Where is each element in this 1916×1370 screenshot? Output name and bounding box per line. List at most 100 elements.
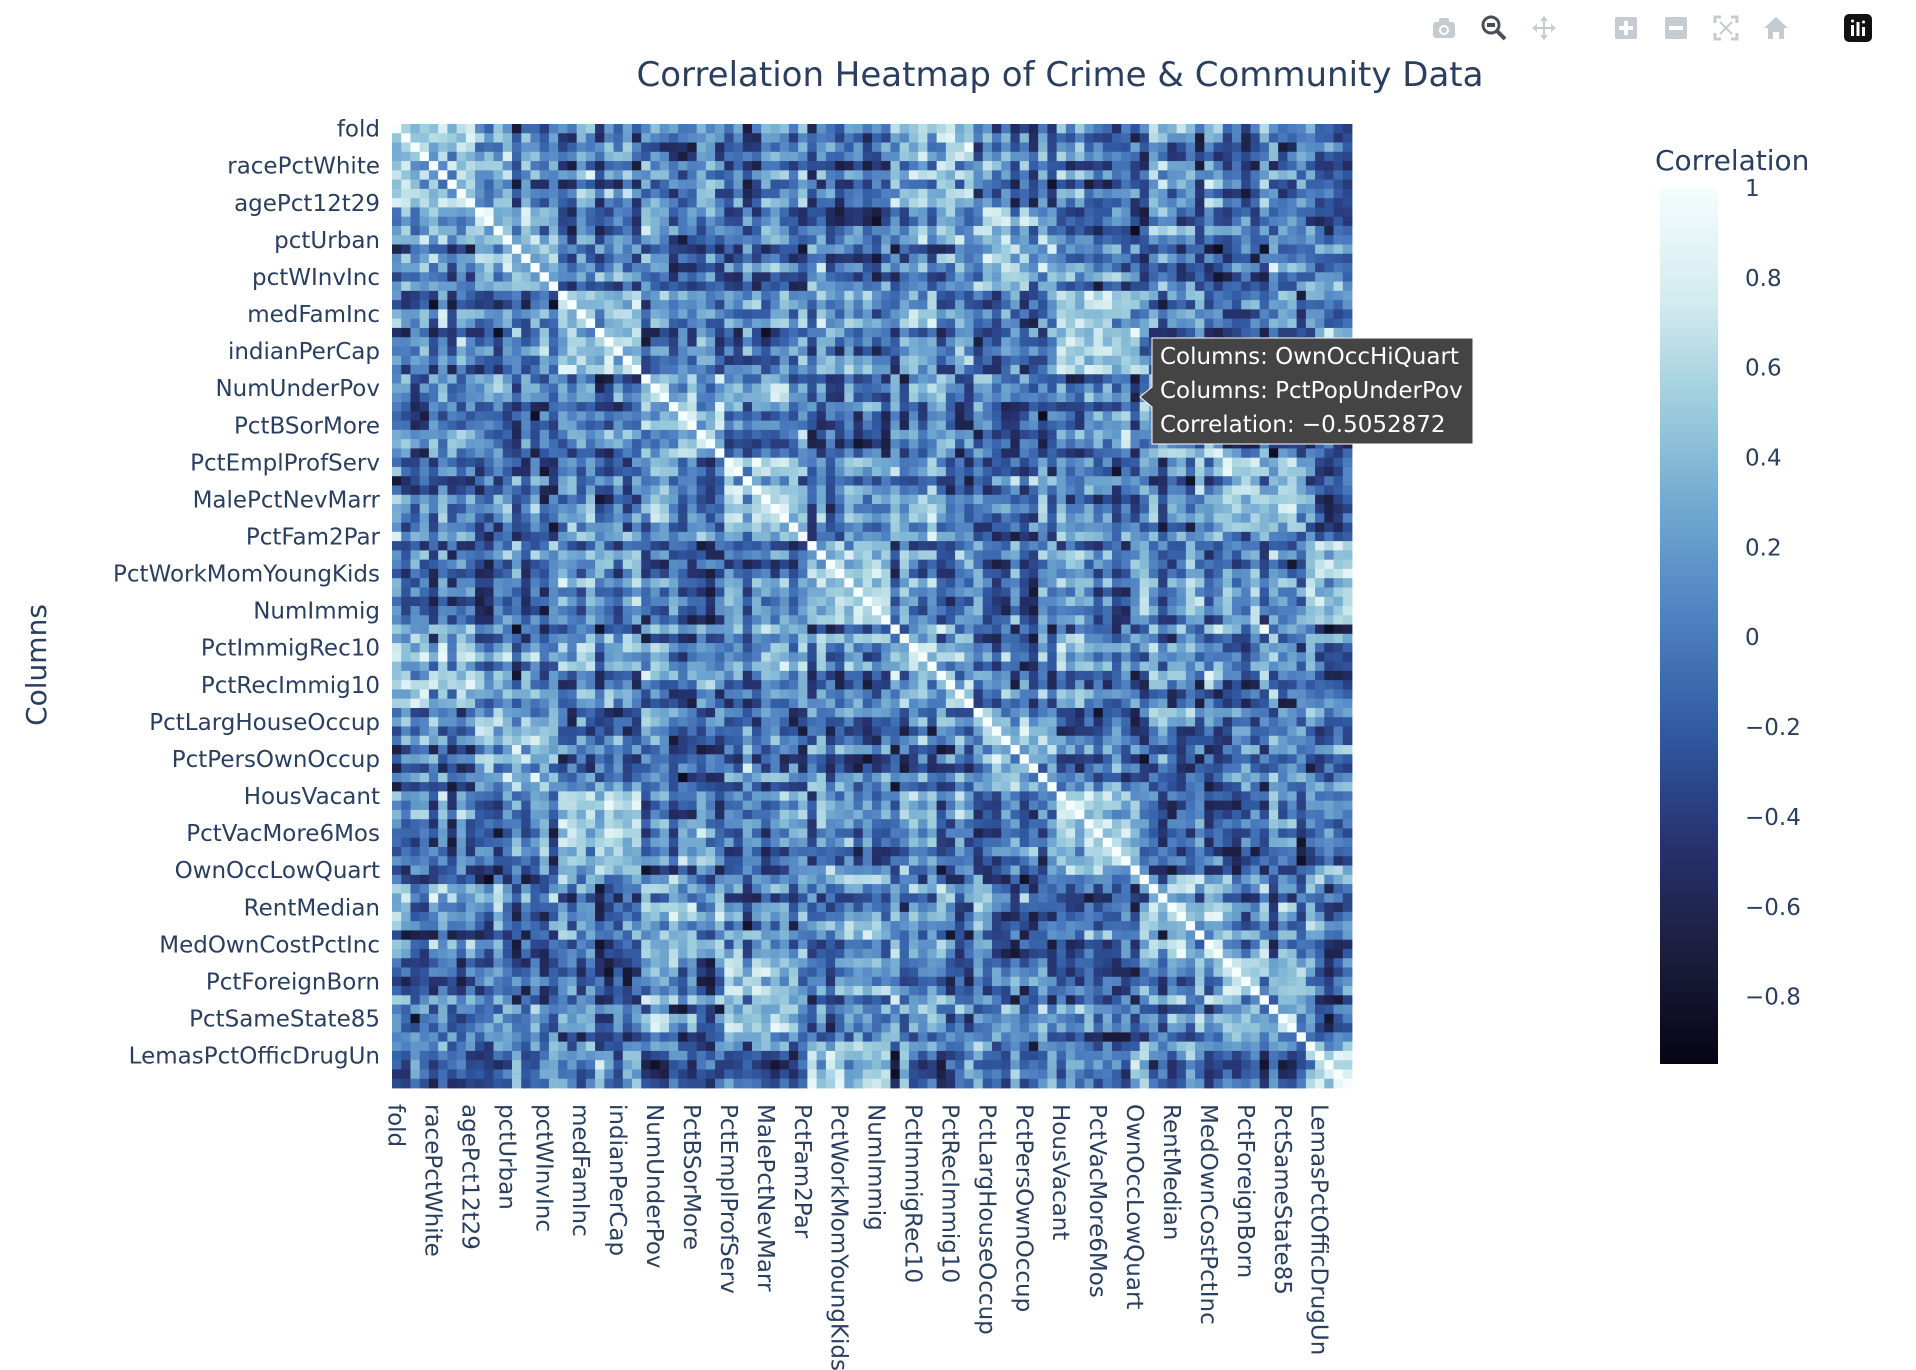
heatmap-cell	[419, 504, 430, 514]
heatmap-cell	[392, 559, 402, 570]
heatmap-cell	[1001, 383, 1011, 394]
heatmap-cell	[1315, 198, 1325, 208]
heatmap-cell	[1065, 513, 1076, 523]
heatmap-cell	[502, 300, 513, 310]
heatmap-cell	[1121, 281, 1131, 292]
zoom-out-icon[interactable]	[1658, 10, 1694, 46]
heatmap-cell	[825, 327, 836, 338]
heatmap-cell	[890, 402, 901, 412]
heatmap-cell	[1065, 541, 1076, 551]
heatmap-cell	[945, 318, 956, 329]
heatmap-cell	[475, 244, 485, 255]
heatmap-cell	[1305, 216, 1316, 227]
plotly-logo-icon[interactable]	[1840, 10, 1876, 46]
heatmap-cell	[548, 133, 559, 143]
heatmap-cell	[752, 429, 762, 440]
heatmap-cells[interactable]	[392, 124, 1353, 1089]
pan-icon[interactable]	[1526, 10, 1562, 46]
heatmap-cell	[1038, 485, 1048, 496]
heatmap-cell	[392, 365, 402, 375]
heatmap-cell	[678, 550, 688, 561]
heatmap-cell	[1287, 207, 1298, 218]
heatmap-cell	[678, 142, 688, 153]
heatmap-cell	[752, 513, 762, 523]
reset-axes-icon[interactable]	[1758, 10, 1794, 46]
heatmap-cell	[779, 457, 790, 468]
zoom-icon[interactable]	[1476, 10, 1512, 46]
heatmap-cell	[918, 429, 928, 440]
heatmap-cell	[862, 355, 873, 366]
heatmap-cell	[779, 392, 790, 403]
heatmap-cell	[1232, 253, 1242, 264]
heatmap-cell	[622, 531, 633, 542]
heatmap-cell	[392, 420, 402, 431]
heatmap-cell	[1093, 272, 1104, 282]
heatmap-cell	[558, 133, 568, 143]
heatmap-cell	[742, 494, 753, 505]
heatmap-cell	[1093, 170, 1104, 181]
autoscale-icon[interactable]	[1708, 10, 1744, 46]
heatmap-cell	[595, 476, 605, 486]
heatmap-cell	[613, 355, 624, 366]
heatmap-cell	[918, 263, 928, 273]
heatmap-cell	[825, 513, 836, 523]
heatmap-cell	[724, 188, 734, 199]
heatmap-cell	[539, 225, 550, 236]
heatmap-cell	[770, 531, 781, 542]
heatmap-cell	[1167, 263, 1178, 273]
heatmap-cell	[992, 448, 1002, 459]
heatmap-cell	[890, 383, 901, 394]
heatmap-cell	[1028, 457, 1039, 468]
heatmap-cell	[881, 476, 891, 486]
heatmap-cell	[779, 429, 790, 440]
heatmap-cell	[918, 559, 928, 570]
heatmap-cell	[835, 531, 845, 542]
heatmap-cell	[835, 272, 845, 282]
heatmap-cell	[558, 151, 568, 162]
heatmap-cell	[1204, 188, 1214, 199]
heatmap-cell	[428, 300, 439, 310]
heatmap-cell	[733, 225, 744, 236]
heatmap-cell	[530, 142, 541, 153]
heatmap-cell	[696, 161, 707, 171]
heatmap-cell	[428, 383, 439, 394]
zoom-in-icon[interactable]	[1608, 10, 1644, 46]
heatmap-cell	[1278, 300, 1288, 310]
heatmap-cell	[816, 522, 827, 533]
heatmap-cell	[1148, 124, 1159, 134]
heatmap-cell	[964, 420, 974, 431]
heatmap-cell	[770, 392, 781, 403]
heatmap-cell	[1158, 179, 1168, 190]
heatmap-cell	[1019, 327, 1030, 338]
heatmap-cell	[1130, 281, 1141, 292]
heatmap-cell	[844, 124, 854, 134]
heatmap-cell	[807, 198, 818, 208]
heatmap-cell	[641, 513, 651, 523]
heatmap-cell	[1342, 448, 1353, 459]
heatmap-cell	[973, 522, 984, 533]
camera-icon[interactable]	[1426, 10, 1462, 46]
heatmap-cell	[539, 541, 550, 551]
heatmap-cell	[1038, 198, 1048, 208]
heatmap-cell	[548, 550, 559, 561]
heatmap-cell	[1139, 429, 1150, 440]
heatmap-cell	[825, 300, 836, 310]
heatmap-cell	[585, 531, 596, 542]
heatmap-cell	[401, 290, 411, 301]
heatmap-cell	[862, 309, 873, 320]
heatmap-cell	[521, 179, 531, 190]
heatmap-cell	[964, 151, 974, 162]
heatmap-cell	[475, 198, 485, 208]
heatmap-cell	[641, 318, 651, 329]
heatmap-cell	[1259, 485, 1270, 496]
heatmap-cell	[668, 485, 679, 496]
heatmap-cell	[1075, 290, 1085, 301]
heatmap-cell	[752, 448, 762, 459]
heatmap-cell	[835, 429, 845, 440]
heatmap-cell	[1093, 550, 1104, 561]
heatmap-cell	[715, 235, 725, 245]
heatmap-cell	[936, 133, 947, 143]
heatmap-cell	[992, 309, 1002, 320]
heatmap-cell	[816, 290, 827, 301]
heatmap-cell	[890, 337, 901, 347]
